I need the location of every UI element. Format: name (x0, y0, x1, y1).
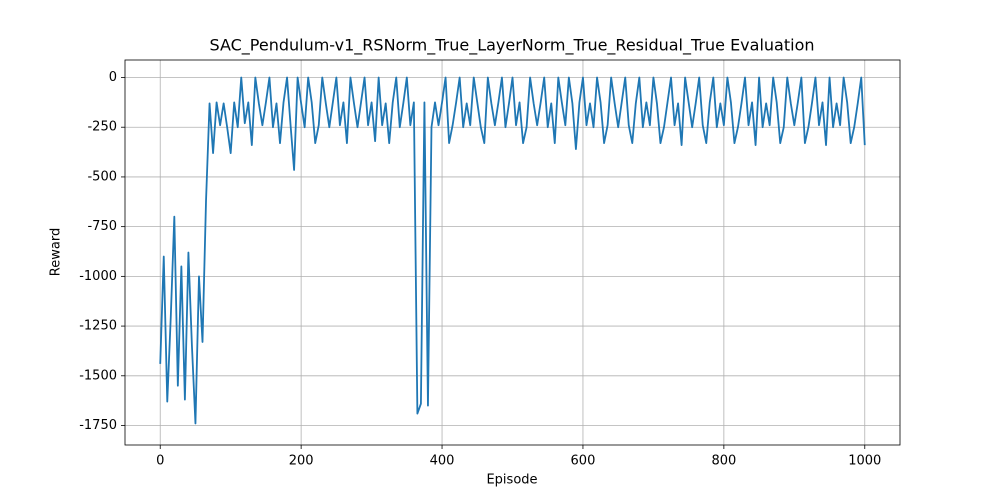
y-tick-label: 0 (109, 70, 117, 85)
x-tick-label: 600 (571, 454, 596, 469)
y-tick-label: -1750 (79, 418, 117, 433)
x-tick-label: 1000 (848, 454, 881, 469)
x-tick-label: 800 (711, 454, 736, 469)
y-tick-label: -250 (87, 120, 117, 135)
y-tick-label: -1000 (79, 269, 117, 284)
y-tick-label: -1500 (79, 368, 117, 383)
y-tick-label: -750 (87, 219, 117, 234)
y-tick-label: -1250 (79, 319, 117, 334)
x-axis-label: Episode (486, 473, 537, 488)
data-line (159, 76, 866, 425)
chart-title: SAC_Pendulum-v1_RSNorm_True_LayerNorm_Tr… (209, 36, 814, 56)
axes-frame (124, 59, 901, 446)
x-tick-label: 0 (156, 454, 164, 469)
x-tick-label: 400 (430, 454, 455, 469)
x-tick-label: 200 (289, 454, 314, 469)
y-axis-label: Reward (49, 228, 64, 276)
y-tick-label: -500 (87, 169, 117, 184)
plot-area: 0 200 400 600 800 1000 0 -250 -500 -750 -1000 -1250… (79, 60, 900, 469)
